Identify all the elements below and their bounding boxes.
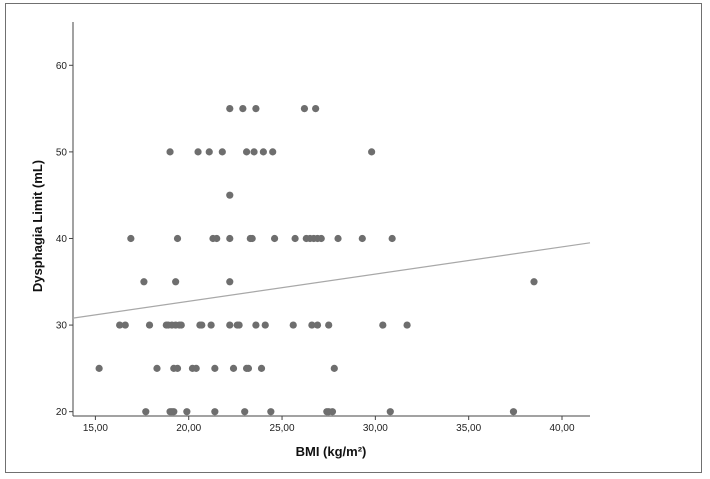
scatter-point: [317, 234, 325, 243]
scatter-point: [211, 364, 219, 372]
scatter-point: [358, 234, 366, 243]
chart-frame: [5, 3, 702, 473]
scatter-point: [153, 364, 161, 372]
scatter-point: [218, 148, 226, 156]
scatter-point: [379, 321, 387, 329]
scatter-point: [173, 364, 182, 372]
y-tick-label: 50: [56, 147, 68, 158]
scatter-point: [226, 191, 234, 199]
scatter-point: [127, 234, 135, 243]
scatter-point: [267, 408, 275, 416]
scatter-point: [242, 148, 251, 156]
scatter-point: [368, 148, 376, 156]
y-axis-title: Dysphagia Limit (mL): [30, 160, 45, 292]
scatter-point: [205, 148, 213, 156]
x-axis: 15,00 20,00 25,00 30,00 35,00 40,00: [73, 415, 590, 434]
scatter-point: [308, 321, 316, 329]
scatter-point: [211, 408, 219, 416]
scatter-point: [121, 321, 129, 329]
scatter-point: [183, 408, 191, 416]
x-axis-title: BMI (kg/m²): [296, 444, 367, 459]
scatter-point: [226, 104, 234, 113]
x-tick-label: 40,00: [549, 423, 574, 434]
scatter-point: [239, 104, 247, 113]
scatter-point: [170, 408, 178, 416]
scatter-point: [235, 321, 243, 329]
scatter-point: [207, 321, 215, 329]
scatter-point: [250, 148, 258, 156]
x-tick-label: 30,00: [363, 423, 388, 434]
scatter-point: [244, 364, 253, 372]
scatter-point: [252, 321, 260, 329]
scatter-point: [300, 104, 309, 113]
scatter-point: [145, 321, 154, 329]
scatter-point: [388, 234, 396, 243]
scatter-point: [325, 321, 333, 329]
scatter-point: [194, 148, 202, 156]
scatter-point: [386, 408, 394, 416]
x-tick-label: 35,00: [456, 423, 481, 434]
scatter-point: [334, 234, 342, 243]
scatter-point: [198, 321, 206, 329]
scatter-point: [313, 321, 322, 329]
scatter-point: [173, 234, 182, 243]
scatter-point: [248, 234, 256, 243]
scatter-point: [192, 364, 200, 372]
y-tick-label: 60: [56, 61, 68, 72]
scatter-point: [261, 321, 269, 329]
scatter-point: [229, 364, 238, 372]
scatter-point: [403, 321, 411, 329]
scatter-point: [226, 278, 234, 286]
data-points: [95, 104, 538, 416]
scatter-point: [270, 234, 279, 243]
y-axis: 20 30 40 50 60: [56, 22, 74, 418]
scatter-point: [269, 148, 277, 156]
scatter-point: [259, 148, 267, 156]
scatter-point: [312, 104, 320, 113]
x-tick-label: 20,00: [176, 423, 201, 434]
fit-line: [72, 242, 591, 319]
scatter-point: [252, 104, 260, 113]
y-tick-label: 30: [56, 321, 68, 332]
x-tick-label: 15,00: [83, 423, 108, 434]
scatter-point: [226, 321, 234, 329]
scatter-point: [530, 278, 538, 286]
y-tick-label: 40: [56, 234, 68, 245]
scatter-point: [95, 364, 103, 372]
scatter-point: [330, 364, 338, 372]
scatter-point: [257, 364, 266, 372]
scatter-point: [142, 408, 150, 416]
x-tick-label: 25,00: [270, 423, 295, 434]
scatter-point: [213, 234, 221, 243]
scatter-point: [166, 148, 174, 156]
scatter-point: [289, 321, 297, 329]
scatter-point: [241, 408, 249, 416]
scatter-point: [509, 408, 518, 416]
scatter-point: [116, 321, 124, 329]
scatter-point: [172, 278, 180, 286]
scatter-point: [291, 234, 299, 243]
scatter-point: [226, 234, 234, 243]
y-tick-label: 20: [56, 407, 68, 418]
scatter-point: [140, 278, 148, 286]
scatter-point: [328, 408, 337, 416]
scatter-point: [177, 321, 185, 329]
